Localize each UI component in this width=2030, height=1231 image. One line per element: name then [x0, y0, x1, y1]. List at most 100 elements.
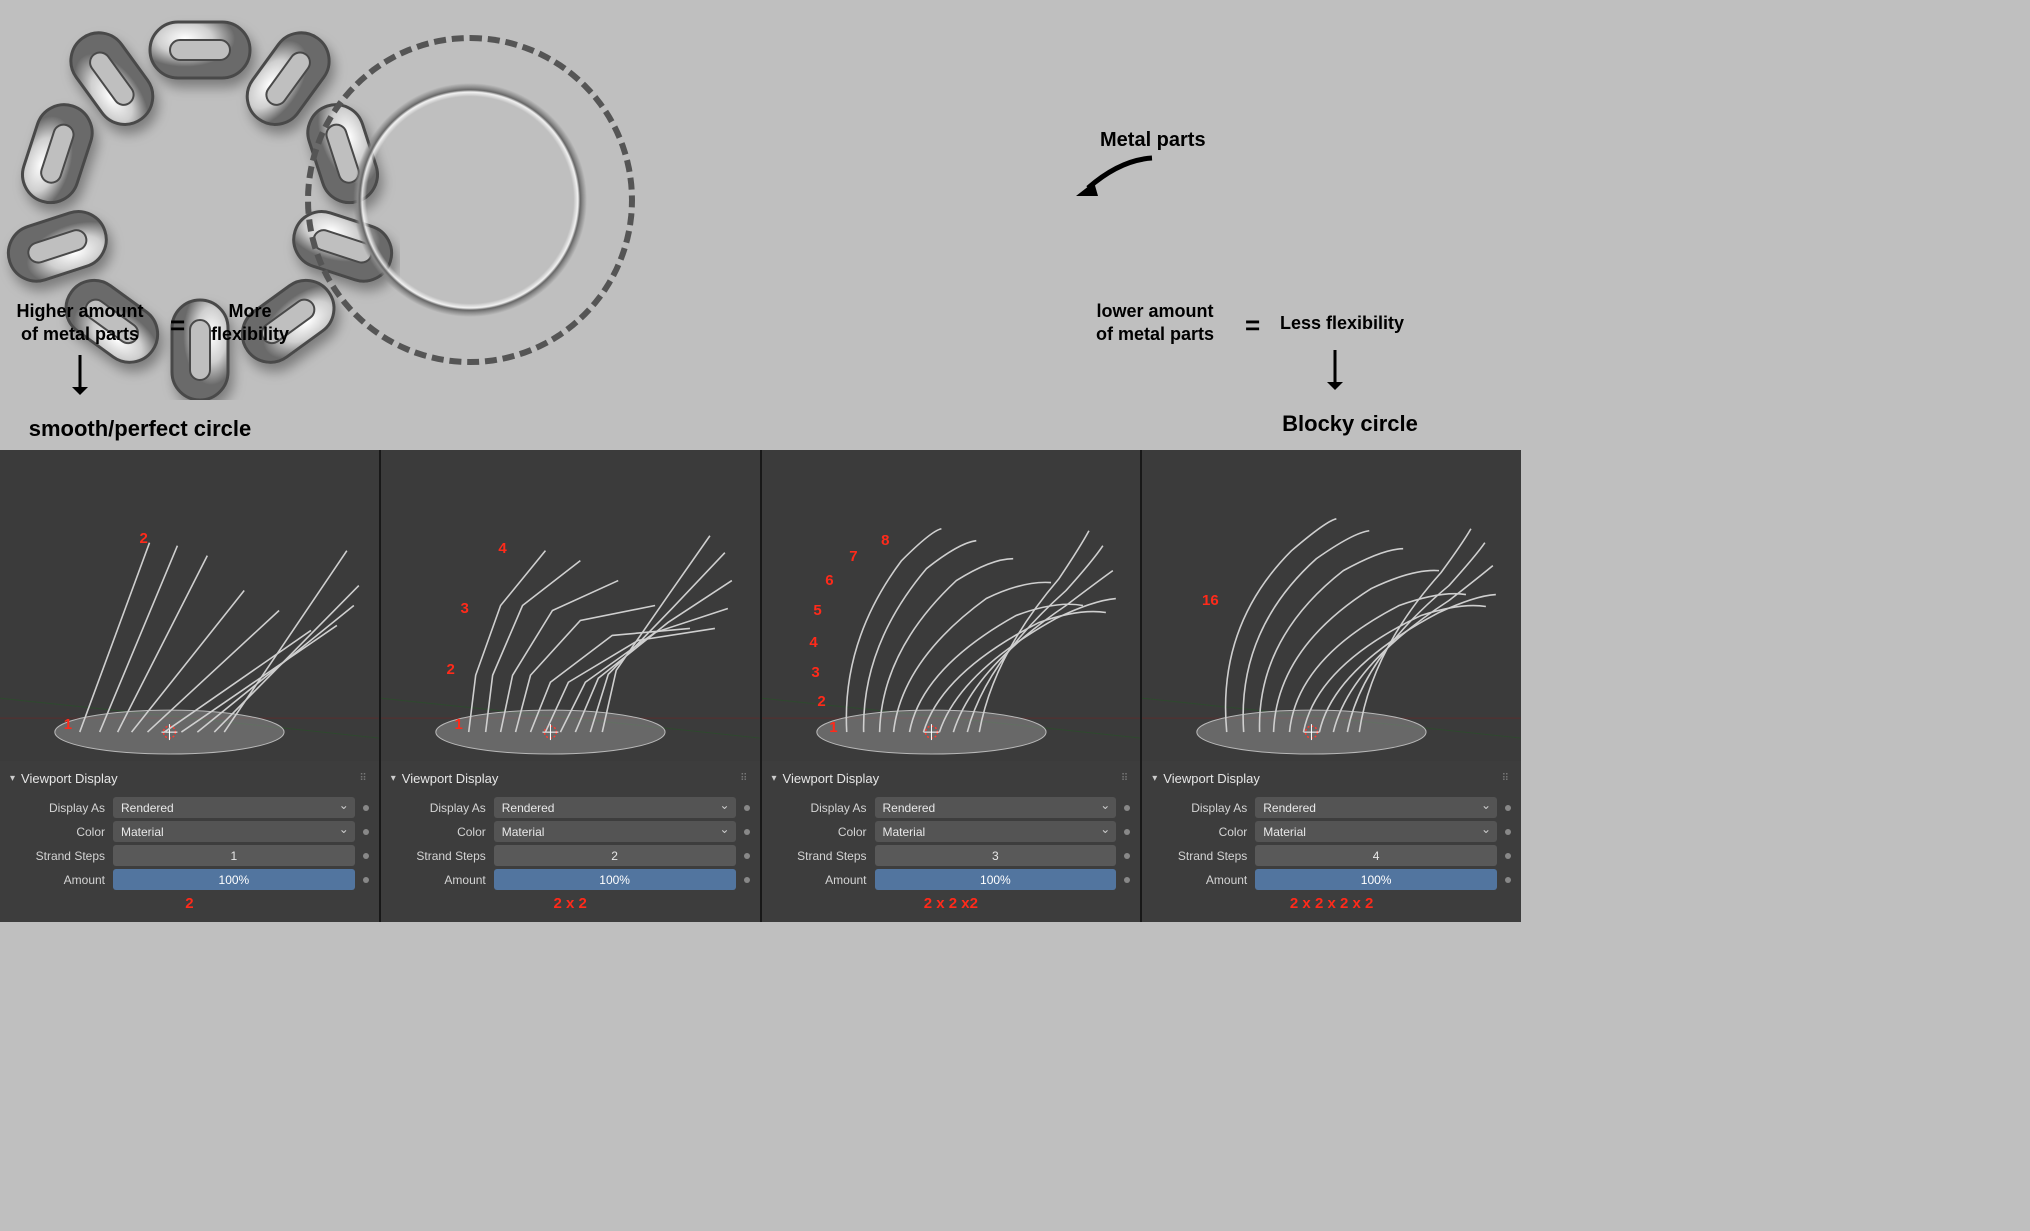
keyframe-dot-icon[interactable] — [1505, 853, 1511, 859]
viewport-display-panel: ▾ Viewport Display ⠿ Display As Rendered… — [381, 761, 760, 922]
segment-number-label: 1 — [829, 719, 837, 736]
fine-chain-render — [305, 35, 635, 365]
segment-number-label: 4 — [809, 634, 817, 651]
slider-amount[interactable]: 100% — [494, 869, 736, 890]
segment-number-label: 5 — [813, 602, 821, 619]
panel-title: Viewport Display — [783, 771, 880, 786]
viewport-display-panel: ▾ Viewport Display ⠿ Display As Rendered… — [1142, 761, 1521, 922]
panel-header[interactable]: ▾ Viewport Display ⠿ — [772, 767, 1131, 794]
keyframe-dot-icon[interactable] — [1124, 877, 1130, 883]
formula-label: 2 x 2 x 2 x 2 — [1152, 893, 1511, 918]
chevron-down-icon: ▾ — [1152, 773, 1157, 784]
label-color: Color — [1152, 825, 1247, 839]
label-display-as: Display As — [391, 801, 486, 815]
panel-header[interactable]: ▾ Viewport Display ⠿ — [1152, 767, 1511, 794]
keyframe-dot-icon[interactable] — [744, 853, 750, 859]
dropdown-display-as[interactable]: Rendered — [1255, 797, 1497, 818]
segment-number-label: 2 — [817, 693, 825, 710]
slider-amount[interactable]: 100% — [875, 869, 1117, 890]
dropdown-display-as[interactable]: Rendered — [494, 797, 736, 818]
dropdown-display-as[interactable]: Rendered — [113, 797, 355, 818]
keyframe-dot-icon[interactable] — [363, 853, 369, 859]
panel-header[interactable]: ▾ Viewport Display ⠿ — [391, 767, 750, 794]
equals-right: = — [1245, 310, 1260, 341]
keyframe-dot-icon[interactable] — [744, 805, 750, 811]
label-color: Color — [772, 825, 867, 839]
chain-infographic: Higher amountof metal parts = Moreflexib… — [0, 0, 1521, 450]
label-amount: Amount — [772, 873, 867, 887]
segment-number-label: 6 — [825, 572, 833, 589]
slider-amount[interactable]: 100% — [1255, 869, 1497, 890]
blender-panels-row: 12 ▾ Viewport Display ⠿ Display As Rende… — [0, 450, 1521, 922]
label-color: Color — [10, 825, 105, 839]
formula-label: 2 — [10, 893, 369, 918]
label-display-as: Display As — [772, 801, 867, 815]
keyframe-dot-icon[interactable] — [744, 877, 750, 883]
keyframe-dot-icon[interactable] — [1124, 829, 1130, 835]
keyframe-dot-icon[interactable] — [744, 829, 750, 835]
label-more-flex: Moreflexibility — [200, 300, 300, 345]
formula-label: 2 x 2 x2 — [772, 893, 1131, 918]
blender-panel: 12 ▾ Viewport Display ⠿ Display As Rende… — [0, 450, 381, 922]
viewport-display-panel: ▾ Viewport Display ⠿ Display As Rendered… — [0, 761, 379, 922]
viewport-3d[interactable]: 12 3 4 567 8 — [762, 450, 1141, 761]
grip-icon[interactable]: ⠿ — [740, 773, 749, 784]
label-less-flex: Less flexibility — [1280, 312, 1460, 335]
keyframe-dot-icon[interactable] — [1505, 805, 1511, 811]
dropdown-display-as[interactable]: Rendered — [875, 797, 1117, 818]
label-smooth-circle: smooth/perfect circle — [0, 415, 280, 443]
keyframe-dot-icon[interactable] — [363, 829, 369, 835]
field-strand-steps[interactable]: 4 — [1255, 845, 1497, 866]
grip-icon[interactable]: ⠿ — [1121, 773, 1130, 784]
chevron-down-icon: ▾ — [10, 773, 15, 784]
segment-number-label: 1 — [64, 716, 72, 733]
panel-header[interactable]: ▾ Viewport Display ⠿ — [10, 767, 369, 794]
viewport-3d[interactable]: 16 — [1142, 450, 1521, 761]
label-lower-amount: lower amountof metal parts — [1075, 300, 1235, 345]
segment-number-label: 7 — [849, 548, 857, 565]
equals-left: = — [170, 310, 185, 341]
segment-number-label: 4 — [498, 540, 506, 557]
panel-title: Viewport Display — [1163, 771, 1260, 786]
arrow-metal-parts-icon — [1070, 150, 1155, 200]
label-amount: Amount — [10, 873, 105, 887]
label-strand-steps: Strand Steps — [391, 849, 486, 863]
keyframe-dot-icon[interactable] — [1505, 877, 1511, 883]
viewport-3d[interactable]: 12 — [0, 450, 379, 761]
chevron-down-icon: ▾ — [772, 773, 777, 784]
segment-number-label: 16 — [1202, 592, 1219, 609]
dropdown-color[interactable]: Material — [875, 821, 1117, 842]
segment-number-label: 1 — [455, 716, 463, 733]
label-amount: Amount — [391, 873, 486, 887]
label-blocky-circle: Blocky circle — [1250, 410, 1450, 438]
field-strand-steps[interactable]: 1 — [113, 845, 355, 866]
label-display-as: Display As — [10, 801, 105, 815]
label-strand-steps: Strand Steps — [1152, 849, 1247, 863]
panel-title: Viewport Display — [402, 771, 499, 786]
segment-number-label: 8 — [881, 532, 889, 549]
keyframe-dot-icon[interactable] — [1124, 805, 1130, 811]
segment-number-label: 2 — [447, 661, 455, 678]
viewport-display-panel: ▾ Viewport Display ⠿ Display As Rendered… — [762, 761, 1141, 922]
label-higher-amount: Higher amountof metal parts — [0, 300, 160, 345]
blender-panel: 1 2 3 4 ▾ Viewport Display ⠿ Display As Ren… — [381, 450, 762, 922]
blender-panel: 16 ▾ Viewport Display ⠿ Display As Rende… — [1142, 450, 1521, 922]
viewport-3d[interactable]: 1 2 3 4 — [381, 450, 760, 761]
grip-icon[interactable]: ⠿ — [1502, 773, 1511, 784]
label-color: Color — [391, 825, 486, 839]
dropdown-color[interactable]: Material — [494, 821, 736, 842]
segment-number-label: 3 — [811, 664, 819, 681]
segment-number-label: 3 — [460, 600, 468, 617]
dropdown-color[interactable]: Material — [1255, 821, 1497, 842]
grip-icon[interactable]: ⠿ — [359, 773, 368, 784]
slider-amount[interactable]: 100% — [113, 869, 355, 890]
label-strand-steps: Strand Steps — [772, 849, 867, 863]
keyframe-dot-icon[interactable] — [363, 805, 369, 811]
dropdown-color[interactable]: Material — [113, 821, 355, 842]
keyframe-dot-icon[interactable] — [1505, 829, 1511, 835]
label-strand-steps: Strand Steps — [10, 849, 105, 863]
keyframe-dot-icon[interactable] — [363, 877, 369, 883]
keyframe-dot-icon[interactable] — [1124, 853, 1130, 859]
field-strand-steps[interactable]: 3 — [875, 845, 1117, 866]
field-strand-steps[interactable]: 2 — [494, 845, 736, 866]
